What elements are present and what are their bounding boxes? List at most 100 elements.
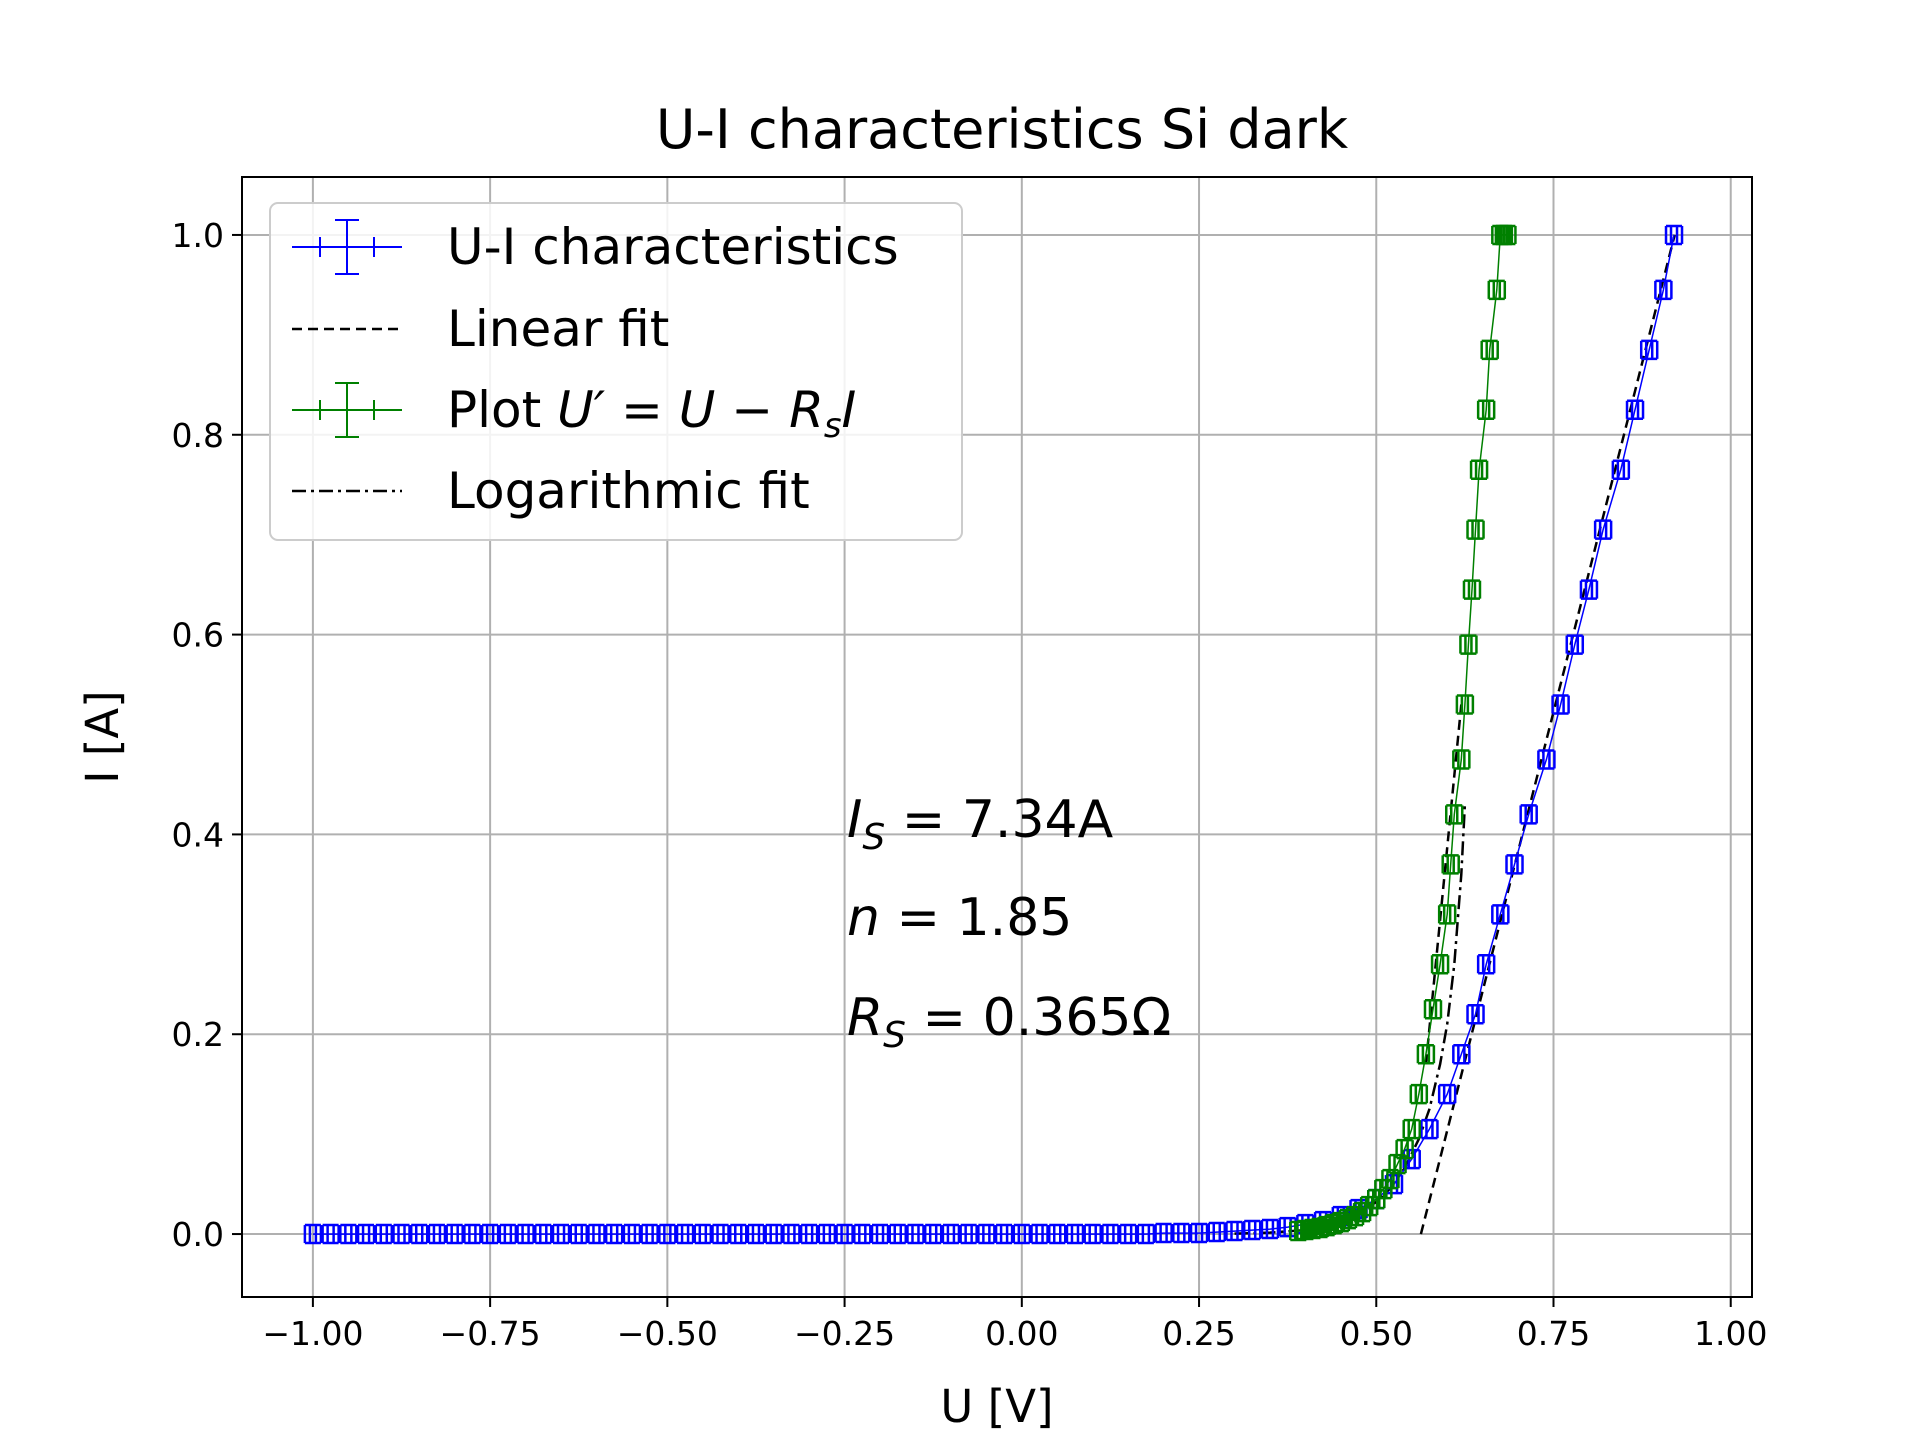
data-point [1480, 339, 1499, 361]
data-point [711, 1223, 730, 1245]
data-point [1452, 1043, 1471, 1065]
series-line [312, 234, 1675, 1235]
data-point [1466, 519, 1485, 540]
data-point [906, 1223, 925, 1245]
data-point [1519, 804, 1538, 825]
data-point [1462, 579, 1482, 600]
data-point [1154, 1222, 1173, 1244]
data-point [1579, 579, 1599, 600]
data-point [1452, 749, 1471, 770]
data-point [799, 1223, 819, 1245]
data-point [1065, 1223, 1085, 1245]
data-point [675, 1223, 695, 1245]
data-point [1445, 804, 1464, 825]
data-point [764, 1223, 783, 1245]
data-point [1402, 1118, 1421, 1140]
data-point [1565, 634, 1585, 655]
data-point [1593, 519, 1613, 540]
data-point [604, 1223, 624, 1245]
data-point [1225, 1220, 1244, 1242]
x-axis-ticks: −1.00 −0.75 −0.50 −0.25 0.00 0.25 0.50 0.75 1.00 [262, 1297, 1767, 1353]
legend-entry-corrected: Plot U′ = U − RsI [292, 381, 856, 446]
data-point [1441, 854, 1460, 875]
data-point [1172, 1222, 1191, 1244]
data-point [853, 1223, 872, 1245]
data-point [658, 1223, 677, 1245]
data-point [1476, 954, 1496, 975]
legend-label-corrected: Plot U′ = U − RsI [447, 381, 856, 446]
data-point [1654, 279, 1673, 301]
data-point [1430, 954, 1450, 975]
linear-fit-line [1419, 234, 1676, 1235]
data-point [321, 1223, 340, 1245]
x-axis-label: U [V] [940, 1380, 1053, 1433]
data-point [1189, 1222, 1209, 1244]
data-point [640, 1223, 659, 1245]
series-group [303, 224, 1684, 1245]
data-point [409, 1223, 429, 1245]
y-tick-label: 0.0 [172, 1215, 224, 1254]
data-point [1551, 694, 1570, 715]
data-point [1639, 339, 1659, 361]
data-point [480, 1223, 500, 1245]
data-series [303, 224, 1684, 1245]
data-point [569, 1223, 588, 1245]
x-tick-label: −0.25 [794, 1314, 895, 1353]
data-point [870, 1223, 890, 1245]
data-point [374, 1223, 394, 1245]
data-point [835, 1223, 854, 1245]
data-point [463, 1223, 482, 1245]
y-axis-ticks: 0.0 0.2 0.4 0.6 0.8 1.0 [172, 216, 242, 1254]
data-point [1101, 1223, 1120, 1245]
linear-fit-line [1424, 704, 1463, 1065]
data-point [728, 1223, 748, 1245]
data-point [587, 1223, 606, 1245]
data-point [1395, 1138, 1414, 1160]
y-tick-label: 0.4 [172, 815, 224, 854]
annotation-rs: RS = 0.365Ω [847, 988, 1171, 1056]
data-point [1048, 1223, 1067, 1245]
data-point [977, 1223, 996, 1245]
legend-entry-linear-fit: Linear fit [292, 300, 669, 358]
legend-box [269, 202, 963, 541]
x-tick-label: 0.00 [985, 1314, 1058, 1353]
data-point [1242, 1219, 1262, 1241]
data-point [693, 1223, 713, 1245]
data-point [1611, 459, 1631, 480]
data-point [817, 1223, 837, 1245]
data-point [1136, 1223, 1156, 1245]
y-tick-label: 1.0 [172, 216, 224, 255]
data-point [1466, 1004, 1485, 1025]
data-point [534, 1223, 553, 1245]
y-tick-label: 0.6 [172, 616, 224, 655]
legend-label-linear: Linear fit [447, 300, 669, 358]
data-point [498, 1223, 518, 1245]
x-tick-label: 0.25 [1162, 1314, 1235, 1353]
data-point [888, 1223, 908, 1245]
data-point [1664, 224, 1684, 246]
data-point [1459, 634, 1478, 655]
data-point [1420, 1118, 1439, 1140]
annotation-n: n = 1.85 [847, 888, 1072, 948]
data-point [1491, 904, 1510, 925]
data-point [782, 1223, 801, 1245]
x-tick-label: 0.50 [1340, 1314, 1413, 1353]
annotation-is: IS = 7.34A [847, 790, 1114, 858]
data-point [1423, 999, 1443, 1020]
data-point [1083, 1223, 1102, 1245]
data-point [746, 1223, 766, 1245]
data-point [551, 1223, 571, 1245]
data-point [392, 1223, 411, 1245]
data-point [959, 1223, 978, 1245]
data-point [1487, 279, 1507, 301]
series-group [1289, 224, 1517, 1242]
data-point [356, 1223, 376, 1245]
legend-label-log: Logarithmic fit [447, 462, 810, 520]
y-tick-label: 0.8 [172, 416, 224, 455]
data-point [1537, 749, 1556, 770]
data-point [994, 1223, 1014, 1245]
data-point [1437, 1083, 1457, 1105]
data-point [303, 1223, 323, 1245]
y-axis-label: I [A] [76, 690, 129, 783]
data-point [1437, 904, 1457, 925]
